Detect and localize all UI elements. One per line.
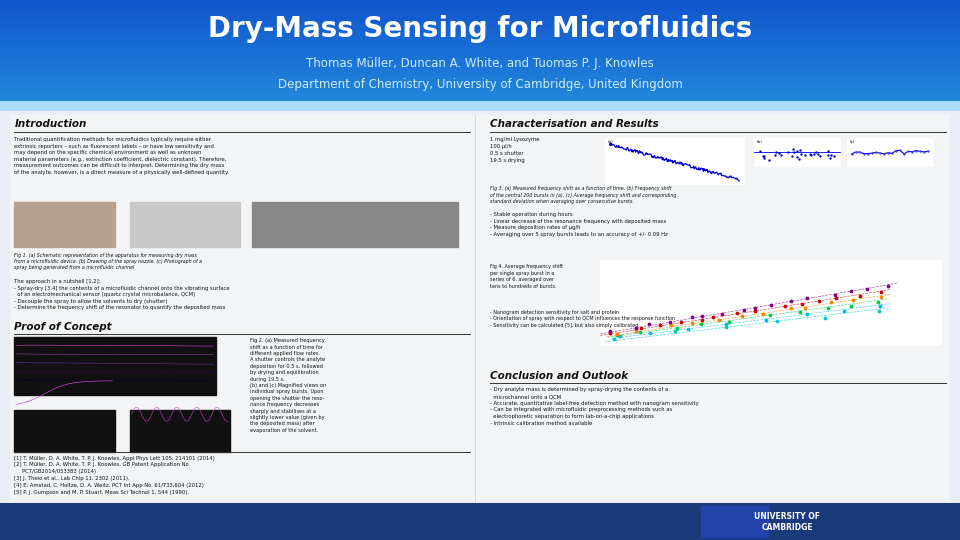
Point: [913, 147, 928, 156]
Bar: [0, 13, 960, 15]
Point: [828, 291, 843, 300]
Point: [800, 310, 815, 319]
Point: [756, 153, 772, 162]
Point: [612, 332, 628, 340]
Point: [753, 147, 768, 156]
Point: [747, 304, 762, 313]
Point: [836, 307, 852, 315]
Point: [607, 335, 622, 343]
Point: [797, 151, 812, 159]
Point: [770, 317, 785, 326]
Bar: [0, 10, 960, 13]
Point: [880, 282, 896, 291]
Point: [806, 150, 822, 159]
Bar: [0, 8, 960, 10]
Bar: [14, 410, 115, 451]
Point: [763, 301, 779, 309]
Point: [628, 324, 643, 333]
Text: 1 mg/ml Lysozyme
100 μl/h
0.5 s shutter
19.5 s drying: 1 mg/ml Lysozyme 100 μl/h 0.5 s shutter …: [490, 137, 540, 163]
Point: [610, 330, 625, 339]
Point: [694, 311, 709, 320]
Point: [921, 147, 936, 156]
Point: [714, 309, 730, 318]
Point: [793, 150, 808, 158]
Point: [771, 149, 786, 158]
Text: Thomas Müller, Duncan A. White, and Tuomas P. J. Knowles: Thomas Müller, Duncan A. White, and Tuom…: [306, 57, 654, 70]
Point: [852, 292, 868, 300]
Bar: [0, 66, 960, 69]
Text: Fig 2. (a) Measured frequency
shift as a function of time for
different applied : Fig 2. (a) Measured frequency shift as a…: [250, 338, 325, 433]
Point: [633, 328, 648, 336]
Bar: [0, 100, 960, 103]
Bar: [0, 54, 960, 56]
Bar: [14, 338, 216, 395]
Point: [873, 293, 888, 301]
Point: [880, 148, 896, 157]
Point: [784, 151, 800, 160]
Point: [803, 150, 818, 158]
Bar: [0, 21, 960, 23]
Text: Fig 3. (a) Measured frequency shift as a function of time. (b) Frequency shift
o: Fig 3. (a) Measured frequency shift as a…: [490, 186, 676, 204]
Point: [828, 294, 844, 303]
Point: [756, 309, 771, 318]
Text: Fig 1. (a) Schematic representation of the apparatus for measuring dry mass
from: Fig 1. (a) Schematic representation of t…: [14, 253, 203, 270]
Bar: [0, 46, 960, 49]
Point: [758, 315, 774, 324]
Point: [845, 295, 860, 304]
Point: [904, 147, 920, 156]
Point: [800, 294, 815, 302]
Text: CAMBRIDGE: CAMBRIDGE: [761, 523, 813, 532]
Text: Dry-Mass Sensing for Microfluidics: Dry-Mass Sensing for Microfluidics: [208, 15, 752, 43]
Point: [711, 315, 727, 324]
Point: [864, 149, 879, 158]
Bar: [0, 64, 960, 66]
Bar: [0, 28, 960, 31]
Point: [795, 299, 810, 308]
Bar: [847, 138, 933, 166]
Bar: [0, 51, 960, 54]
Point: [872, 148, 887, 157]
Point: [844, 150, 859, 158]
Point: [844, 287, 859, 296]
Point: [783, 296, 799, 305]
Point: [897, 150, 912, 158]
Point: [810, 150, 826, 159]
Bar: [130, 410, 230, 451]
Point: [693, 320, 708, 329]
Bar: [600, 260, 941, 345]
Bar: [14, 202, 115, 247]
Point: [641, 320, 657, 329]
Point: [876, 150, 892, 158]
Point: [893, 146, 908, 154]
Bar: [0, 79, 960, 82]
Point: [681, 325, 696, 333]
Point: [908, 146, 924, 155]
Bar: [0, 92, 960, 95]
Point: [762, 310, 778, 319]
Bar: [0, 62, 960, 64]
Point: [756, 152, 772, 160]
Point: [789, 146, 804, 155]
Bar: [0, 18, 960, 21]
Point: [768, 148, 783, 157]
Bar: [0, 36, 960, 38]
Text: [1] T. Müller, D. A. White, T. P. J. Knowles, Appl Phys Lett 105, 214101 (2014)
: [1] T. Müller, D. A. White, T. P. J. Kno…: [14, 456, 215, 495]
Point: [652, 320, 667, 329]
Point: [730, 309, 745, 318]
Point: [629, 327, 644, 336]
Bar: [701, 506, 768, 537]
Point: [747, 306, 762, 315]
Text: References: References: [14, 440, 79, 450]
Bar: [0, 0, 960, 3]
Text: - Dry analyte mass is determined by spray-drying the contents of a
  microchanne: - Dry analyte mass is determined by spra…: [490, 387, 698, 426]
Text: Conclusion and Outlook: Conclusion and Outlook: [490, 371, 628, 381]
Bar: [0, 59, 960, 62]
Point: [900, 147, 916, 156]
Bar: [691, 505, 950, 538]
Bar: [0, 31, 960, 33]
Text: (a): (a): [608, 140, 613, 144]
Point: [718, 322, 733, 331]
Point: [661, 318, 677, 326]
Point: [706, 313, 721, 321]
Point: [860, 149, 876, 158]
